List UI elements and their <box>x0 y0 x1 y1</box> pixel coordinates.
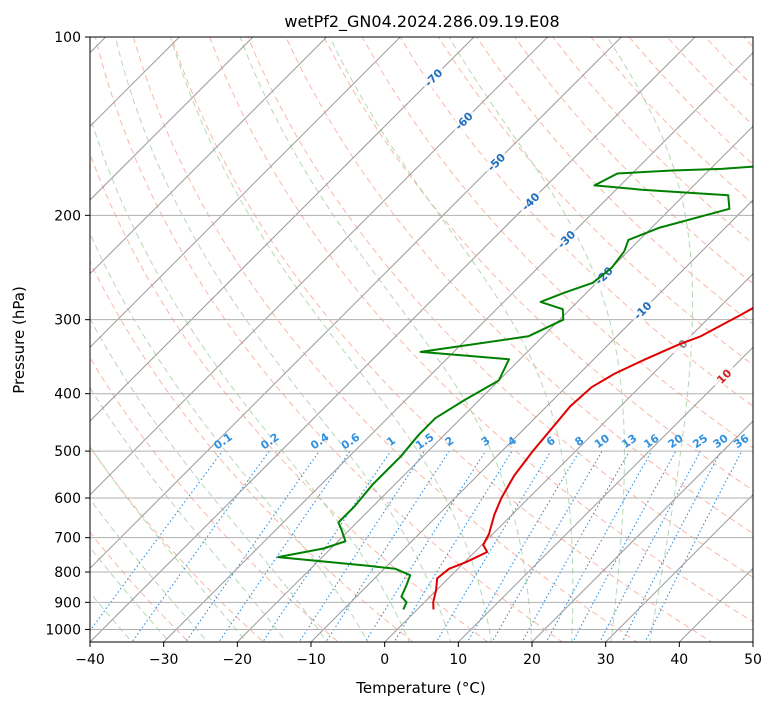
moist-adiabat-line <box>90 445 248 642</box>
moist-adiabat-line <box>90 386 287 642</box>
isotherm-line <box>162 51 753 642</box>
moist-adiabat-line <box>114 37 452 642</box>
x-tick-label: −20 <box>223 652 253 668</box>
dry-adiabat-line <box>361 37 753 449</box>
dry-adiabat-line <box>90 531 190 642</box>
isotherm-line <box>90 37 181 128</box>
y-axis: 100 200 300 400 500 600 700 800 900 1000 <box>45 30 90 638</box>
dry-adiabat-line <box>90 446 265 642</box>
chart-title: wetPf2_GN04.2024.286.09.19.E08 <box>284 12 559 32</box>
moist-adiabat-line <box>90 317 328 642</box>
isotherm-line <box>383 272 753 642</box>
pressure-gridlines <box>90 37 753 630</box>
x-axis-title: Temperature (°C) <box>355 679 485 697</box>
dry-adiabat-line <box>132 37 638 642</box>
isotherm-line <box>310 199 753 642</box>
y-tick-label: 700 <box>54 531 81 547</box>
moist-adiabat-line <box>329 37 574 642</box>
dry-adiabat-line <box>476 37 753 325</box>
isotherm-label-bg <box>419 63 448 92</box>
dry-adiabat-line <box>247 37 753 578</box>
y-tick-label: 800 <box>54 565 81 581</box>
x-tick-label: 0 <box>380 652 389 668</box>
moist-adiabat-line <box>170 37 492 642</box>
isotherm-line <box>604 493 753 642</box>
dry-adiabat-line <box>90 356 339 642</box>
y-tick-label: 300 <box>54 313 81 329</box>
dry-adiabat-line <box>90 152 489 642</box>
x-axis: −40 −30 −20 −10 0 10 20 30 40 50 <box>75 642 762 668</box>
isotherm-label-bg <box>482 147 511 177</box>
y-tick-label: 100 <box>54 30 81 46</box>
plot-frame <box>89 36 754 643</box>
moist-adiabat-line <box>239 37 533 642</box>
y-tick-label: 900 <box>54 595 81 611</box>
isotherm-line <box>90 37 475 422</box>
y-tick-label: 1000 <box>45 622 81 638</box>
isotherm-label-bg <box>552 225 581 254</box>
y-tick-label: 200 <box>54 208 81 224</box>
dry-adiabat-line <box>170 37 713 642</box>
isotherm-label-bg <box>449 106 478 136</box>
isotherm-line <box>90 37 623 570</box>
dry-adiabat-line <box>323 37 753 491</box>
isotherm-label-bg <box>516 187 545 216</box>
x-tick-label: −10 <box>296 652 326 668</box>
temperature-profile-line <box>432 306 753 610</box>
y-tick-label: 600 <box>54 491 81 507</box>
moist-adiabats <box>90 37 693 642</box>
x-tick-label: −30 <box>149 652 179 668</box>
isotherm-line <box>90 37 402 349</box>
isotherm-label-bg <box>628 296 657 325</box>
moist-adiabat-line <box>90 114 410 642</box>
dewpoint-profile-line <box>277 165 753 610</box>
x-tick-label: 40 <box>670 652 688 668</box>
dry-adiabat-line <box>285 37 753 535</box>
isotherm-line <box>236 125 753 642</box>
plot-area: -70-60-50-40-30-20-100102030400.10.20.40… <box>90 37 753 642</box>
isotherm-line <box>531 420 753 642</box>
dry-adiabat-line <box>514 37 753 285</box>
x-tick-label: 10 <box>449 652 467 668</box>
x-tick-label: 30 <box>597 652 615 668</box>
isotherm-line <box>457 346 753 642</box>
y-axis-title: Pressure (hPa) <box>10 286 28 394</box>
isotherm-line <box>90 37 254 201</box>
profiles <box>277 165 753 610</box>
y-tick-label: 400 <box>54 387 81 403</box>
x-tick-label: 20 <box>523 652 541 668</box>
isotherm-line <box>90 37 696 642</box>
isotherm-label-bg <box>709 362 739 391</box>
moist-adiabat-line <box>606 37 693 642</box>
x-tick-label: 50 <box>744 652 762 668</box>
dry-adiabat-line <box>90 260 414 642</box>
x-tick-label: −40 <box>75 652 105 668</box>
y-tick-label: 500 <box>54 444 81 460</box>
isotherm-line <box>90 37 328 275</box>
dry-adiabat-line <box>209 37 753 623</box>
moist-adiabat-line <box>90 232 369 642</box>
